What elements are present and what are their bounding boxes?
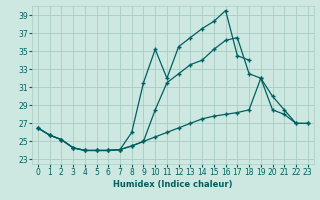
X-axis label: Humidex (Indice chaleur): Humidex (Indice chaleur) [113, 180, 233, 189]
